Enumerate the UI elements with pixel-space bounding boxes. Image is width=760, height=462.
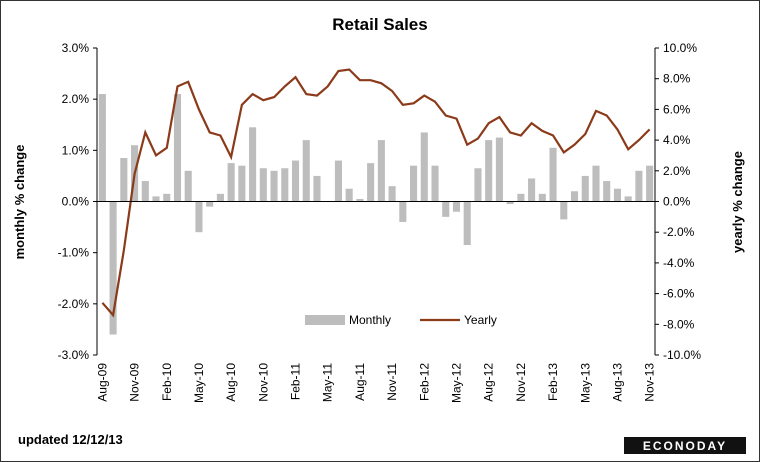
x-tick-label: Aug-12 [482,363,496,402]
y2-tick-label: -2.0% [663,225,695,239]
bar [506,201,514,205]
y2-tick-label: 4.0% [663,133,691,147]
x-tick-label: May-12 [449,363,463,403]
line [101,68,651,318]
bar [603,181,611,202]
y2-tick-label: -6.0% [663,287,695,301]
legend-swatch [305,315,345,325]
bar [291,160,300,202]
y2-tick-label: -8.0% [663,317,695,331]
bar [528,178,536,202]
logo: ECONODAY [643,439,727,453]
y-tick-label: 2.0% [62,92,90,106]
bar [163,193,171,202]
bar [184,170,192,202]
x-tick-label: Nov-09 [128,363,142,402]
bar [635,170,643,202]
bar [120,158,128,202]
footer-note: updated 12/12/13 [18,432,123,447]
y2-axis-title: yearly % change [730,151,745,253]
bar [581,175,589,202]
bar [249,127,257,202]
bar [345,188,353,202]
bar [206,201,214,207]
bar [109,201,117,335]
bar [517,193,525,202]
bar [549,147,557,202]
y-tick-label: 1.0% [62,143,90,157]
x-tick-label: May-13 [578,363,592,403]
x-tick-label: Aug-11 [353,363,367,401]
y-tick-label: -1.0% [58,246,90,260]
bar [431,165,439,202]
bar [302,140,310,202]
legend-label: Monthly [349,313,391,327]
bar [452,201,461,212]
bar [570,191,579,202]
x-tick-label: Nov-12 [514,363,528,402]
bar [388,186,396,202]
bar [334,160,342,202]
bar [463,201,471,245]
bar [399,201,407,222]
bar [624,196,632,202]
chart-title: Retail Sales [332,15,427,34]
bar [442,201,450,217]
x-tick-label: May-11 [321,363,335,402]
y2-tick-label: 2.0% [663,164,691,178]
y-tick-label: 0.0% [62,195,90,209]
bar [613,188,621,202]
y2-tick-label: 0.0% [663,195,691,209]
bar [474,168,482,202]
bar [270,170,278,202]
bar [592,165,600,202]
bar [195,201,203,233]
x-tick-label: Nov-13 [643,363,657,402]
x-tick-label: Aug-13 [610,363,624,402]
bar [152,196,160,202]
bar [216,193,224,202]
y-axis-title: monthly % change [12,145,27,260]
legend-label: Yearly [464,313,497,327]
x-tick-label: May-10 [192,363,206,403]
x-tick-label: Feb-10 [160,363,174,401]
bar [98,94,106,202]
bar [538,193,546,202]
bar [238,165,246,202]
x-tick-label: Feb-13 [546,363,560,401]
bar [495,137,503,202]
bar [141,181,149,202]
bar [367,163,375,202]
x-tick-label: Nov-10 [256,363,270,402]
x-tick-label: Feb-12 [417,363,431,401]
bar [173,94,182,202]
bar [356,198,364,202]
bar [259,168,267,202]
bar [646,165,654,202]
y-tick-label: 3.0% [62,41,90,55]
logo-box [624,437,746,454]
y2-tick-label: -4.0% [663,256,695,270]
x-tick-label: Feb-11 [289,363,303,400]
bar [227,163,235,202]
y2-tick-label: 10.0% [663,41,697,55]
y2-tick-label: 6.0% [663,102,691,116]
bar [313,175,321,202]
y2-tick-label: -10.0% [663,348,701,362]
y2-tick-label: 8.0% [663,72,691,86]
y-tick-label: -2.0% [58,297,90,311]
x-tick-label: Nov-11 [385,363,399,401]
bar [281,168,289,202]
bar [410,165,418,202]
bar [420,132,428,202]
x-tick-label: Aug-09 [95,363,109,402]
bar [485,140,493,202]
x-tick-label: Aug-10 [224,363,238,402]
bar [560,201,568,220]
y-tick-label: -3.0% [58,348,90,362]
bar [377,140,385,202]
